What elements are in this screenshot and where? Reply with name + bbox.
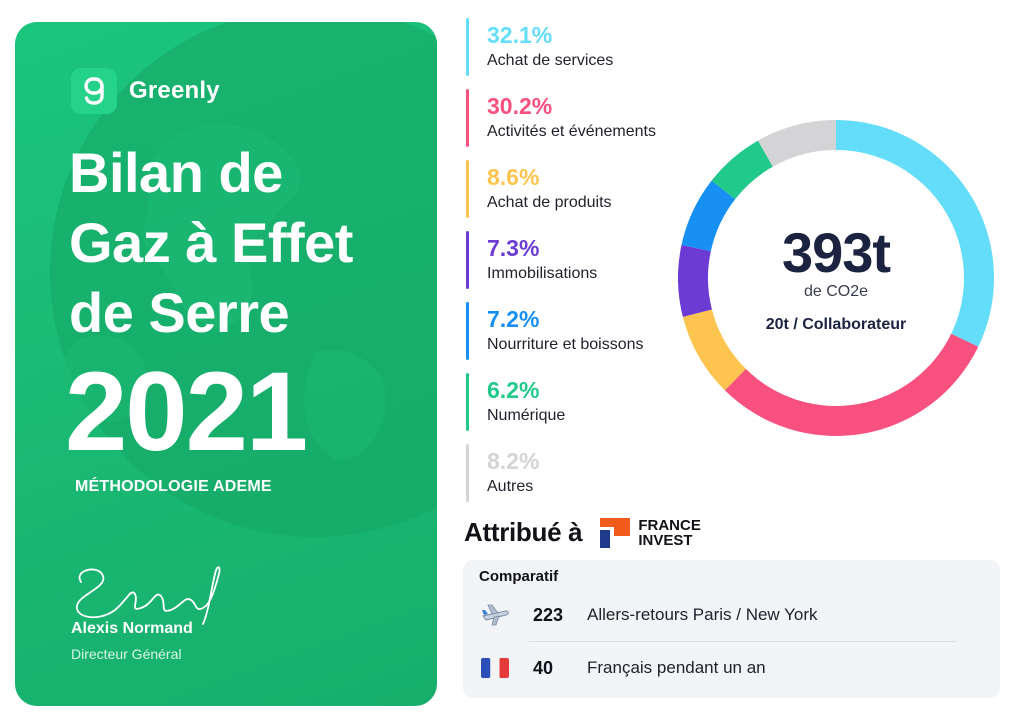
emissions-per-employee: 20t / Collaborateur	[765, 316, 907, 333]
airplane-icon	[479, 601, 511, 629]
legend-color-bar	[466, 231, 469, 289]
legend-label: Immobilisations	[487, 265, 598, 282]
legend-label: Achat de produits	[487, 194, 612, 211]
comparatif-row-french-people: 40 Français pendant un an	[479, 648, 959, 688]
legend-color-bar	[466, 373, 469, 431]
donut-slice-5	[711, 140, 773, 200]
legend-color-bar	[466, 18, 469, 76]
france-invest-mark-icon	[600, 517, 631, 548]
methodology-label: MÉTHODOLOGIE ADEME	[75, 478, 272, 495]
comparatif-divider	[529, 641, 957, 642]
total-emissions-unit: de CO2e	[803, 283, 869, 300]
comparatif-text: Français pendant un an	[587, 658, 766, 677]
signer-role: Directeur Général	[71, 646, 182, 662]
legend-percent: 8.6%	[487, 164, 540, 190]
greenly-logo-icon	[71, 68, 117, 114]
comparatif-row-flights: 223 Allers-retours Paris / New York	[479, 595, 959, 635]
france-invest-line-1: FRANCE	[638, 516, 701, 534]
legend-label: Numérique	[487, 407, 566, 424]
brand-name: Greenly	[129, 77, 220, 104]
legend-label: Autres	[487, 478, 534, 495]
attribution-label: Attribué à	[464, 517, 583, 547]
legend-label: Nourriture et boissons	[487, 336, 644, 353]
signature-icon	[76, 566, 221, 625]
title-line-3: de Serre	[69, 281, 290, 344]
signer-name: Alexis Normand	[71, 620, 193, 637]
emissions-legend: 32.1% Achat de services 30.2% Activités …	[466, 18, 706, 515]
france-invest-line-2: INVEST	[638, 531, 693, 549]
title-line-1: Bilan de	[69, 141, 283, 204]
donut-slice-0	[836, 120, 994, 347]
comparatif-panel: Comparatif 223 Allers-retours Paris / Ne…	[463, 560, 1000, 698]
donut-slice-3	[678, 244, 712, 317]
greenly-brand: Greenly	[71, 68, 220, 114]
legend-percent: 32.1%	[487, 22, 553, 48]
report-title: Bilan de Gaz à Effet de Serre	[69, 138, 429, 348]
france-invest-wordmark: FRANCE INVEST	[638, 518, 701, 548]
donut-slice-4	[681, 180, 736, 252]
legend-color-bar	[466, 160, 469, 218]
legend-color-bar	[466, 444, 469, 502]
legend-color-bar	[466, 302, 469, 360]
legend-item-immobilisations: 7.3% Immobilisations	[466, 231, 706, 302]
legend-label: Activités et événements	[487, 123, 656, 140]
legend-item-activites: 30.2% Activités et événements	[466, 89, 706, 160]
globe-background-icon	[50, 22, 437, 537]
donut-slice-2	[682, 309, 746, 391]
donut-slice-1	[724, 333, 979, 436]
report-year: 2021	[65, 349, 308, 474]
report-cover-card: Greenly Bilan de Gaz à Effet de Serre 20…	[15, 22, 437, 706]
legend-percent: 7.2%	[487, 306, 540, 332]
donut-slice-6	[758, 120, 836, 167]
legend-percent: 8.2%	[487, 448, 540, 474]
legend-item-numerique: 6.2% Numérique	[466, 373, 706, 444]
legend-percent: 6.2%	[487, 377, 540, 403]
comparatif-value: 223	[533, 604, 564, 625]
comparatif-title: Comparatif	[479, 568, 559, 585]
french-flag-icon	[479, 654, 511, 682]
legend-item-nourriture: 7.2% Nourriture et boissons	[466, 302, 706, 373]
legend-item-achat-services: 32.1% Achat de services	[466, 18, 706, 89]
france-invest-logo: FRANCE INVEST	[600, 517, 701, 548]
emissions-donut-chart	[678, 120, 994, 436]
legend-label: Achat de services	[487, 52, 614, 69]
attribution: Attribué à FRANCE INVEST	[464, 517, 701, 548]
legend-percent: 7.3%	[487, 235, 540, 261]
legend-color-bar	[466, 89, 469, 147]
title-line-2: Gaz à Effet	[69, 211, 353, 274]
legend-item-achat-produits: 8.6% Achat de produits	[466, 160, 706, 231]
legend-item-autres: 8.2% Autres	[466, 444, 706, 515]
comparatif-value: 40	[533, 657, 554, 678]
legend-percent: 30.2%	[487, 93, 553, 119]
total-emissions-value: 393t	[781, 221, 891, 284]
comparatif-text: Allers-retours Paris / New York	[587, 605, 818, 624]
